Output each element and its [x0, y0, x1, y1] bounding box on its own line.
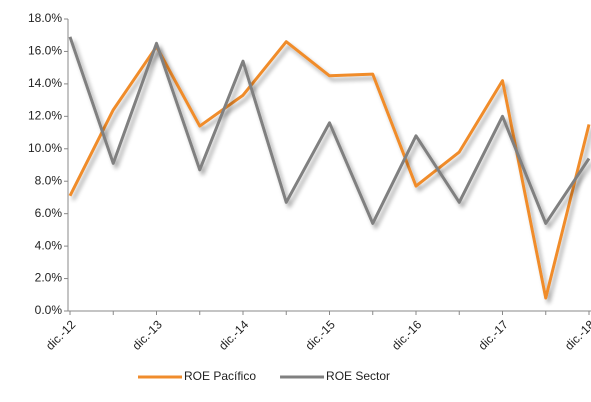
x-tick-label: dic.-12 [43, 317, 79, 353]
y-tick-label: 16.0% [28, 44, 62, 58]
legend-label: ROE Sector [326, 369, 390, 383]
y-tick-label: 8.0% [35, 173, 63, 187]
x-tick-label: dic.-14 [216, 317, 252, 353]
x-tick-label: dic.-15 [302, 317, 338, 353]
y-tick-label: 14.0% [28, 76, 62, 90]
series-line [68, 40, 591, 300]
y-tick-label: 0.0% [35, 303, 63, 317]
series-line [68, 36, 591, 225]
x-tick-label: dic.-13 [129, 317, 165, 353]
y-tick-label: 18.0% [28, 11, 62, 25]
x-tick-label: dic.-18 [562, 317, 591, 353]
legend-label: ROE Pacífico [184, 369, 256, 383]
x-tick-label: dic.-16 [389, 317, 425, 353]
y-tick-label: 4.0% [35, 238, 63, 252]
y-tick-label: 6.0% [35, 206, 63, 220]
y-tick-label: 2.0% [35, 271, 63, 285]
x-tick-label: dic.-17 [475, 317, 511, 353]
y-tick-label: 10.0% [28, 141, 62, 155]
y-tick-label: 12.0% [28, 109, 62, 123]
